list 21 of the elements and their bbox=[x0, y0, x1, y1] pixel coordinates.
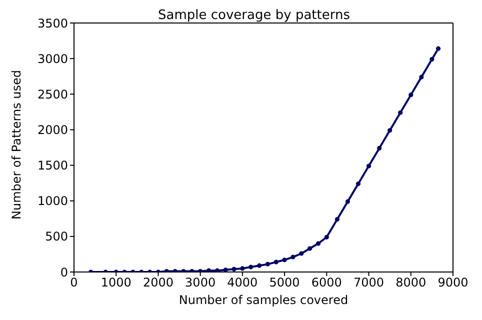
x-axis-title: Number of samples covered bbox=[178, 293, 348, 307]
x-tick-label: 4000 bbox=[227, 276, 258, 290]
y-tick-label: 0 bbox=[60, 265, 68, 280]
y-tick-label: 1500 bbox=[37, 158, 68, 173]
x-tick-label: 6000 bbox=[311, 276, 342, 290]
y-tick-label: 500 bbox=[45, 230, 68, 244]
y-tick-label: 3000 bbox=[37, 52, 68, 66]
x-tick-label: 3000 bbox=[185, 276, 216, 290]
y-axis-title: Number of Patterns used bbox=[9, 70, 24, 220]
y-tick-label: 3500 bbox=[37, 16, 68, 30]
chart-title: Sample coverage by patterns bbox=[158, 8, 350, 23]
y-tick-label: 1000 bbox=[37, 194, 68, 208]
x-tick-label: 0 bbox=[70, 276, 78, 290]
x-tick-label: 5000 bbox=[269, 276, 300, 290]
x-tick-label: 1000 bbox=[100, 276, 132, 290]
x-tick-label: 2000 bbox=[142, 276, 174, 290]
x-tick-label: 9000 bbox=[438, 276, 468, 290]
y-tick-label: 2500 bbox=[37, 87, 68, 102]
y-tick-label: 2000 bbox=[37, 122, 68, 137]
x-tick-label: 8000 bbox=[396, 276, 426, 290]
x-tick-label: 7000 bbox=[354, 276, 384, 290]
